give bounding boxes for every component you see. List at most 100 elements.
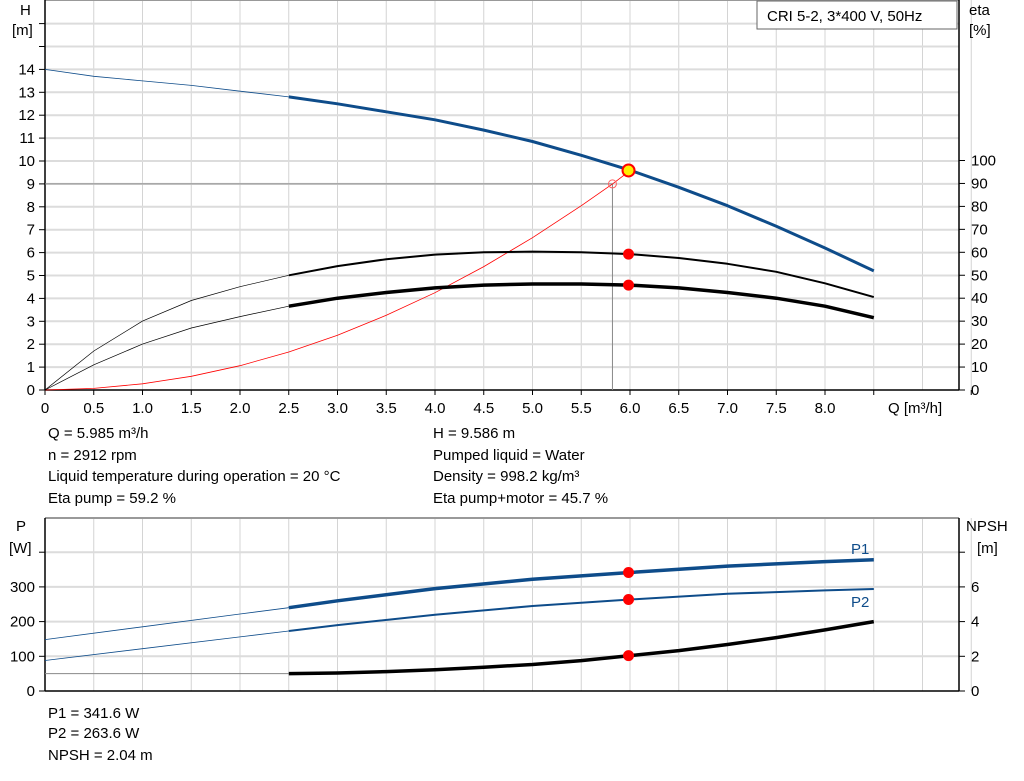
curves: [44, 69, 875, 676]
q-tick-label: 2.0: [230, 400, 251, 417]
q-tick-label: 3.5: [376, 400, 397, 417]
h-tick-label: 11: [19, 130, 35, 147]
eta-tick-label: 30: [971, 313, 988, 330]
eta-axis-unit: [%]: [969, 22, 991, 39]
eta-pump-motor-curve-thin: [44, 305, 289, 391]
p-axis-label: P: [16, 518, 26, 535]
p-axis-unit: [W]: [9, 540, 32, 557]
p-tick-label: 100: [10, 648, 35, 665]
q-tick-label: 7.5: [766, 400, 787, 417]
info-head: H = 9.586 m: [433, 425, 516, 442]
axis-labels: 0 0.5 1.0 1.5 2.0 2.5 3.0 3.5 4.0 4.5 5.0 5.5 6.0 6.5…: [10, 23, 996, 700]
q-tick-label: 4.0: [425, 400, 446, 417]
info-speed: n = 2912 rpm: [48, 447, 137, 464]
p2-series-label: P2: [851, 594, 869, 611]
info-eta-pump-motor: Eta pump+motor = 45.7 %: [433, 490, 609, 507]
q-tick-label: 6.0: [620, 400, 641, 417]
info-temperature: Liquid temperature during operation = 20…: [48, 468, 341, 485]
npsh-axis-label: NPSH: [966, 518, 1008, 535]
system-curve: [44, 171, 629, 391]
info-p1: P1 = 341.6 W: [48, 705, 140, 722]
q-tick-label: 3.0: [327, 400, 348, 417]
info-flow: Q = 5.985 m³/h: [48, 425, 149, 442]
h-tick-label: 8: [27, 199, 35, 216]
q-tick-label: 8.0: [815, 400, 836, 417]
eta-tick-label: 40: [971, 290, 988, 307]
h-tick-label: 2: [27, 336, 35, 353]
eta-pump-curve: [288, 250, 875, 299]
info-npsh: NPSH = 2.04 m: [48, 747, 153, 764]
eta-tick-label: 20: [971, 336, 988, 353]
q-axis-label: Q [m³/h]: [888, 400, 942, 417]
h-tick-label: 10: [18, 153, 35, 170]
h-tick-label: 14: [18, 61, 35, 78]
h-tick-label: 0: [27, 382, 35, 399]
duty-point-marker: [621, 163, 636, 178]
eta-axis-label: eta: [969, 2, 991, 19]
h-axis-unit: [m]: [12, 22, 33, 39]
top-grid: [44, 0, 972, 391]
info-eta-pump: Eta pump = 59.2 %: [48, 490, 176, 507]
h-tick-label: 3: [27, 313, 35, 330]
eta-tick-label: 10: [971, 359, 988, 376]
h-tick-label: 6: [27, 245, 35, 262]
h-tick-label: 4: [27, 290, 35, 307]
p2-marker: [623, 594, 635, 606]
npsh-curve: [288, 619, 875, 676]
eta-tick-label: 90: [971, 175, 988, 192]
q-tick-label: 4.5: [473, 400, 494, 417]
q-tick-label: 0.5: [83, 400, 104, 417]
eta-tick-label: 100: [971, 153, 996, 170]
eta-pump-marker: [623, 248, 635, 260]
npsh-axis-unit: [m]: [977, 540, 998, 557]
title-box: [756, 0, 958, 30]
p1-curve: [288, 558, 874, 610]
h-tick-label: 13: [18, 84, 35, 101]
h-tick-label: 5: [27, 268, 35, 285]
p1-series-label: P1: [851, 541, 869, 558]
h-tick-label: 1: [27, 359, 35, 376]
eta-tick-label: 50: [971, 267, 988, 284]
info-density: Density = 998.2 kg/m³: [433, 468, 580, 485]
q-tick-label: 1.0: [132, 400, 153, 417]
q-tick-label: 2.5: [278, 400, 299, 417]
plot-frame: [44, 0, 960, 391]
h-tick-label: 7: [27, 222, 35, 239]
p2-curve-thin: [44, 630, 289, 661]
q-tick-label: 0: [41, 400, 49, 417]
eta-tick-label: 60: [971, 244, 988, 261]
eta-tick-label: 70: [971, 221, 988, 238]
info-liquid: Pumped liquid = Water: [433, 447, 585, 464]
head-curve: [288, 95, 875, 273]
npsh-tick-label: 6: [971, 579, 979, 596]
q-tick-label: 1.5: [181, 400, 202, 417]
p-tick-label: 300: [10, 579, 35, 596]
p2-curve: [288, 588, 874, 632]
q-tick-label: 7.0: [717, 400, 738, 417]
h-axis-label: H: [20, 2, 31, 19]
npsh-tick-label: 0: [971, 683, 979, 700]
h-tick-label: 12: [18, 107, 35, 124]
chart-title: CRI 5-2, 3*400 V, 50Hz: [767, 8, 922, 25]
q-tick-label: 5.0: [522, 400, 543, 417]
bottom-grid: [44, 517, 972, 692]
requested-point-marker: [607, 179, 617, 189]
q-tick-label: 6.5: [668, 400, 689, 417]
eta-pump-motor-curve: [288, 282, 875, 320]
eta-tick-label: 80: [971, 198, 988, 215]
npsh-tick-label: 2: [971, 648, 979, 665]
q-tick-label: 5.5: [571, 400, 592, 417]
npsh-marker: [623, 650, 635, 662]
npsh-tick-label: 4: [971, 614, 979, 631]
head-curve-thin: [44, 69, 289, 98]
info-p2: P2 = 263.6 W: [48, 725, 140, 742]
eta-tick-label: 0: [971, 382, 979, 399]
h-tick-label: 9: [27, 176, 35, 193]
p1-marker: [623, 566, 635, 578]
eta-pump-motor-marker: [623, 279, 635, 291]
p-tick-label: 200: [10, 614, 35, 631]
eta-pump-curve-thin: [44, 274, 289, 391]
p-tick-label: 0: [27, 683, 35, 700]
p1-curve-thin: [44, 607, 289, 640]
